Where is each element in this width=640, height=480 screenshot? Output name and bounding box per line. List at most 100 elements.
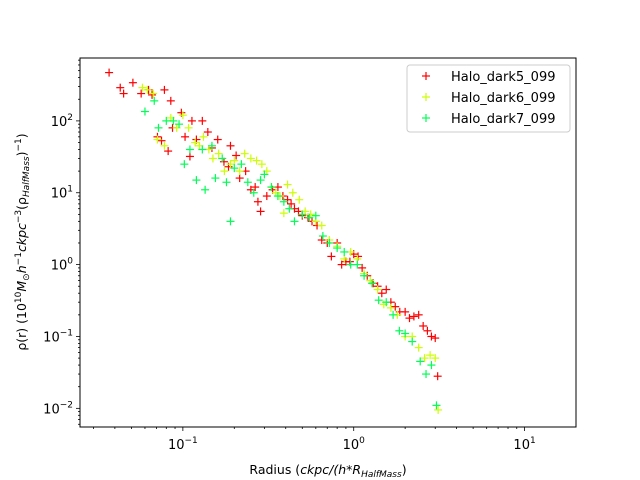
data-point-Halo_dark5_099 [327, 252, 336, 261]
data-point-Halo_dark5_099 [405, 314, 414, 323]
data-point-Halo_dark6_099 [153, 135, 162, 144]
data-point-Halo_dark5_099 [262, 192, 271, 201]
data-point-Halo_dark5_099 [198, 116, 207, 125]
data-point-Halo_dark6_099 [226, 160, 235, 169]
data-point-Halo_dark5_099 [235, 174, 244, 183]
data-point-Halo_dark6_099 [306, 210, 315, 219]
data-point-Halo_dark6_099 [288, 188, 297, 197]
legend: Halo_dark5_099 Halo_dark6_099 Halo_dark7_0… [406, 64, 571, 133]
y-tick-label: 10−2 [43, 400, 73, 417]
data-point-Halo_dark5_099 [219, 157, 228, 166]
data-point-Halo_dark7_099 [185, 145, 194, 154]
data-point-Halo_dark7_099 [140, 107, 149, 116]
data-point-Halo_dark5_099 [203, 128, 212, 137]
data-point-Halo_dark7_099 [237, 160, 246, 169]
data-point-Halo_dark7_099 [218, 154, 227, 163]
legend-label: Halo_dark5_099 [451, 70, 555, 85]
data-point-Halo_dark7_099 [427, 361, 436, 370]
legend-marker [422, 114, 430, 122]
data-point-Halo_dark6_099 [386, 303, 395, 312]
data-point-Halo_dark5_099 [382, 285, 391, 294]
data-point-Halo_dark6_099 [138, 83, 147, 92]
data-point-Halo_dark7_099 [211, 174, 220, 183]
data-point-Halo_dark5_099 [431, 334, 440, 343]
legend-entry: Halo_dark7_099 [422, 112, 555, 127]
data-point-Halo_dark5_099 [423, 326, 432, 335]
data-point-Halo_dark6_099 [279, 209, 288, 218]
data-point-Halo_dark5_099 [157, 136, 166, 145]
legend-marker [422, 93, 430, 101]
data-point-Halo_dark7_099 [401, 329, 410, 338]
x-tick-label: 100 [343, 436, 366, 453]
data-point-Halo_dark5_099 [401, 307, 410, 316]
data-point-Halo_dark6_099 [230, 156, 239, 165]
x-tick-label: 101 [513, 436, 535, 453]
data-point-Halo_dark5_099 [160, 85, 169, 94]
y-tick-label: 101 [51, 185, 73, 202]
y-tick-label: 102 [51, 113, 73, 130]
data-point-Halo_dark7_099 [368, 279, 377, 288]
data-point-Halo_dark6_099 [426, 351, 435, 360]
legend-box [406, 64, 571, 133]
data-point-Halo_dark5_099 [253, 197, 262, 206]
data-point-Halo_dark5_099 [226, 141, 235, 150]
data-point-Halo_dark5_099 [181, 132, 190, 141]
data-point-Halo_dark7_099 [432, 401, 441, 410]
data-point-Halo_dark7_099 [180, 160, 189, 169]
data-point-Halo_dark7_099 [285, 204, 294, 213]
data-point-Halo_dark5_099 [414, 310, 423, 319]
data-point-Halo_dark7_099 [175, 120, 184, 129]
data-point-Halo_dark5_099 [232, 151, 241, 160]
data-point-Halo_dark7_099 [408, 337, 417, 346]
data-point-Halo_dark6_099 [240, 149, 249, 158]
data-point-Halo_dark6_099 [373, 285, 382, 294]
data-point-Halo_dark7_099 [256, 176, 265, 185]
data-point-Halo_dark7_099 [201, 185, 210, 194]
data-point-Halo_dark6_099 [283, 180, 292, 189]
data-point-Halo_dark5_099 [377, 289, 386, 298]
data-point-Halo_dark7_099 [279, 197, 288, 206]
data-point-Halo_dark5_099 [185, 152, 194, 161]
legend-entry: Halo_dark6_099 [422, 91, 555, 106]
y-tick-label: 10−1 [43, 328, 73, 345]
data-point-Halo_dark7_099 [333, 244, 342, 253]
data-point-Halo_dark6_099 [252, 156, 261, 165]
data-point-Halo_dark7_099 [273, 192, 282, 201]
data-point-Halo_dark7_099 [192, 176, 201, 185]
data-point-Halo_dark7_099 [389, 310, 398, 319]
data-point-Halo_dark7_099 [162, 116, 171, 125]
data-point-Halo_dark6_099 [420, 354, 429, 363]
data-point-Halo_dark7_099 [249, 188, 258, 197]
y-axis-label: ρ(r) (1010M⊙h−1ckpc−3(ρHalfMass)−1) [14, 133, 32, 350]
data-point-Halo_dark5_099 [419, 321, 428, 330]
data-point-Halo_dark7_099 [382, 298, 391, 307]
data-point-Halo_dark7_099 [395, 326, 404, 335]
data-point-Halo_dark7_099 [169, 116, 178, 125]
data-point-Halo_dark6_099 [149, 89, 158, 98]
data-point-Halo_dark5_099 [391, 302, 400, 311]
data-point-Halo_dark5_099 [128, 78, 137, 87]
data-point-Halo_dark6_099 [246, 154, 255, 163]
data-point-Halo_dark7_099 [260, 170, 269, 179]
data-point-Halo_dark6_099 [340, 254, 349, 263]
data-point-Halo_dark7_099 [222, 178, 231, 187]
data-point-Halo_dark6_099 [434, 405, 443, 414]
data-point-Halo_dark5_099 [166, 96, 175, 105]
data-point-Halo_dark6_099 [184, 123, 193, 132]
axis-ticks: 10−1 100 101 10−2 10−1 100 101 102 [43, 59, 536, 453]
data-point-Halo_dark5_099 [251, 183, 260, 192]
data-point-Halo_dark7_099 [374, 296, 383, 305]
data-point-Halo_dark5_099 [119, 89, 128, 98]
data-point-Halo_dark7_099 [318, 232, 327, 241]
data-point-Halo_dark7_099 [298, 210, 307, 219]
data-point-Halo_dark7_099 [226, 217, 235, 226]
data-point-Halo_dark7_099 [198, 145, 207, 154]
data-point-Halo_dark5_099 [105, 68, 114, 77]
data-point-Halo_dark7_099 [230, 164, 239, 173]
data-point-Halo_dark6_099 [208, 154, 217, 163]
data-point-Halo_dark6_099 [160, 141, 169, 150]
y-tick-label: 100 [51, 257, 74, 274]
data-point-Halo_dark7_099 [422, 370, 431, 379]
data-point-Halo_dark6_099 [220, 167, 229, 176]
data-point-Halo_dark7_099 [325, 238, 334, 247]
